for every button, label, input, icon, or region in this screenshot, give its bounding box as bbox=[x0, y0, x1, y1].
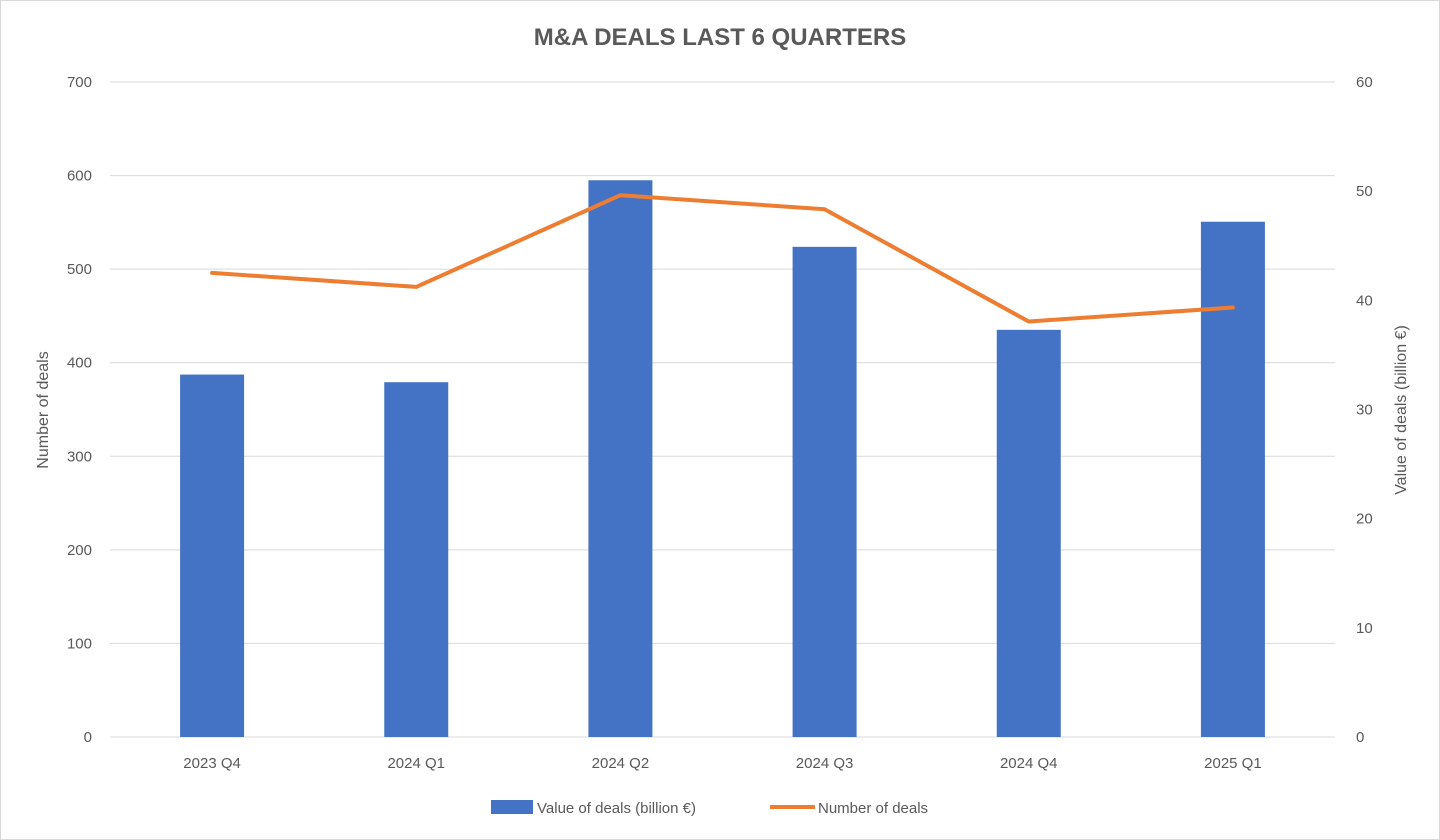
right-axis-title: Value of deals (billion €) bbox=[1393, 325, 1410, 495]
left-tick-label: 600 bbox=[67, 168, 92, 185]
bar-2024-q2 bbox=[588, 180, 653, 737]
left-tick-label: 0 bbox=[84, 729, 92, 746]
x-tick-label: 2024 Q1 bbox=[387, 755, 445, 772]
right-tick-label: 10 bbox=[1356, 620, 1373, 637]
legend-line-label: Number of deals bbox=[818, 800, 928, 817]
chart-title: M&A DEALS LAST 6 QUARTERS bbox=[534, 24, 906, 51]
legend-bar-swatch bbox=[491, 800, 533, 814]
left-tick-label: 200 bbox=[67, 542, 92, 559]
right-tick-label: 50 bbox=[1356, 183, 1373, 200]
x-tick-label: 2024 Q4 bbox=[1000, 755, 1058, 772]
bar-2024-q1 bbox=[384, 382, 449, 737]
x-tick-label: 2024 Q2 bbox=[592, 755, 650, 772]
left-tick-label: 500 bbox=[67, 261, 92, 278]
x-tick-label: 2024 Q3 bbox=[796, 755, 854, 772]
bar-2025-q1 bbox=[1200, 221, 1265, 737]
left-axis-title: Number of deals bbox=[35, 351, 52, 468]
right-tick-label: 40 bbox=[1356, 292, 1373, 309]
right-tick-label: 30 bbox=[1356, 402, 1373, 419]
left-tick-label: 400 bbox=[67, 355, 92, 372]
legend-bar-label: Value of deals (billion €) bbox=[537, 800, 696, 817]
right-tick-label: 0 bbox=[1356, 729, 1364, 746]
left-tick-label: 300 bbox=[67, 448, 92, 465]
line-number-of-deals bbox=[210, 193, 1235, 324]
bar-2023-q4 bbox=[180, 374, 245, 737]
right-tick-label: 60 bbox=[1356, 74, 1373, 91]
right-tick-label: 20 bbox=[1356, 511, 1373, 528]
x-tick-label: 2025 Q1 bbox=[1204, 755, 1262, 772]
bar-2024-q4 bbox=[996, 329, 1061, 737]
left-tick-label: 100 bbox=[67, 635, 92, 652]
bar-2024-q3 bbox=[792, 246, 857, 737]
left-tick-label: 700 bbox=[67, 74, 92, 91]
x-tick-label: 2023 Q4 bbox=[183, 755, 241, 772]
